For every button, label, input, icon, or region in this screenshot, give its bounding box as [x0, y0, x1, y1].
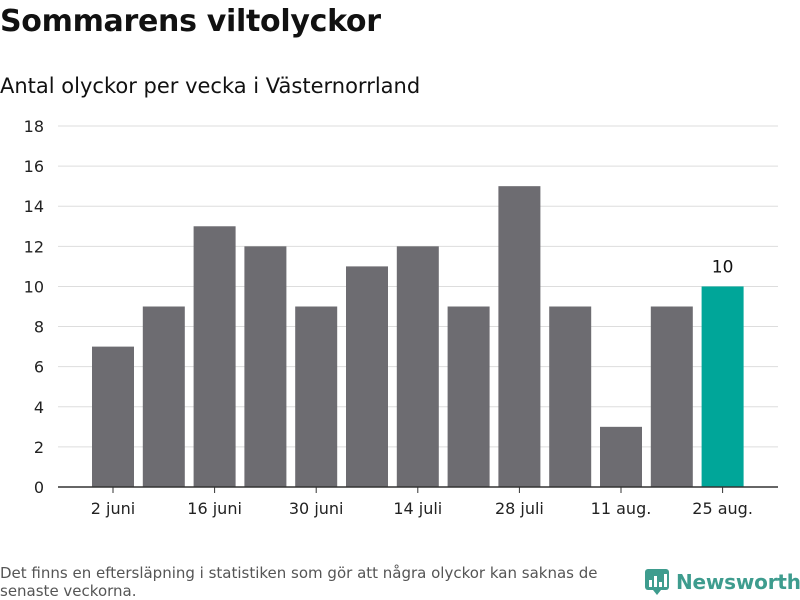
brand-name: Newsworthy [676, 570, 800, 594]
bar-chart: 0 2 4 6 8 10 12 14 16 18 2 juni 16 juni 30 juni 14 ju… [24, 117, 778, 518]
y-tick-label: 4 [34, 398, 44, 417]
chart-title: Sommarens viltolyckor [0, 4, 381, 39]
y-tick-label: 14 [24, 197, 44, 216]
y-tick-label: 16 [24, 157, 44, 176]
y-tick-label: 12 [24, 237, 44, 256]
y-tick-label: 18 [24, 117, 44, 136]
x-tick-label: 11 aug. [591, 499, 652, 518]
bar [92, 346, 134, 487]
bar [650, 306, 693, 487]
bar [193, 226, 236, 487]
bar [396, 246, 439, 487]
x-tick-label: 14 juli [393, 499, 442, 518]
footnote: Det finns en eftersläpning i statistiken… [0, 564, 598, 600]
axes: 0 2 4 6 8 10 12 14 16 18 2 juni 16 juni 30 juni 14 ju… [24, 117, 778, 518]
x-tick-label: 28 juli [495, 499, 544, 518]
bar [142, 306, 185, 487]
bar [447, 306, 490, 487]
bar [295, 306, 338, 487]
newsworthy-logo-icon [645, 569, 669, 595]
x-tick-label: 16 juni [187, 499, 242, 518]
y-tick-label: 8 [34, 318, 44, 337]
y-tick-label: 6 [34, 358, 44, 377]
bar [701, 286, 744, 487]
y-tick-label: 2 [34, 438, 44, 457]
bar [498, 186, 541, 487]
data-labels: 10 [712, 257, 734, 277]
bar [549, 306, 592, 487]
x-tick-label: 30 juni [289, 499, 344, 518]
bar [346, 266, 388, 487]
bar [244, 246, 287, 487]
chart-subtitle: Antal olyckor per vecka i Västernorrland [0, 74, 421, 98]
x-tick-label: 25 aug. [692, 499, 753, 518]
bars [92, 186, 744, 487]
x-tick-label: 2 juni [91, 499, 135, 518]
y-tick-label: 0 [34, 478, 44, 497]
bar [600, 426, 642, 487]
brand-logo: Newsworthy [644, 568, 800, 596]
data-label: 10 [712, 257, 734, 277]
y-tick-label: 10 [24, 277, 44, 296]
